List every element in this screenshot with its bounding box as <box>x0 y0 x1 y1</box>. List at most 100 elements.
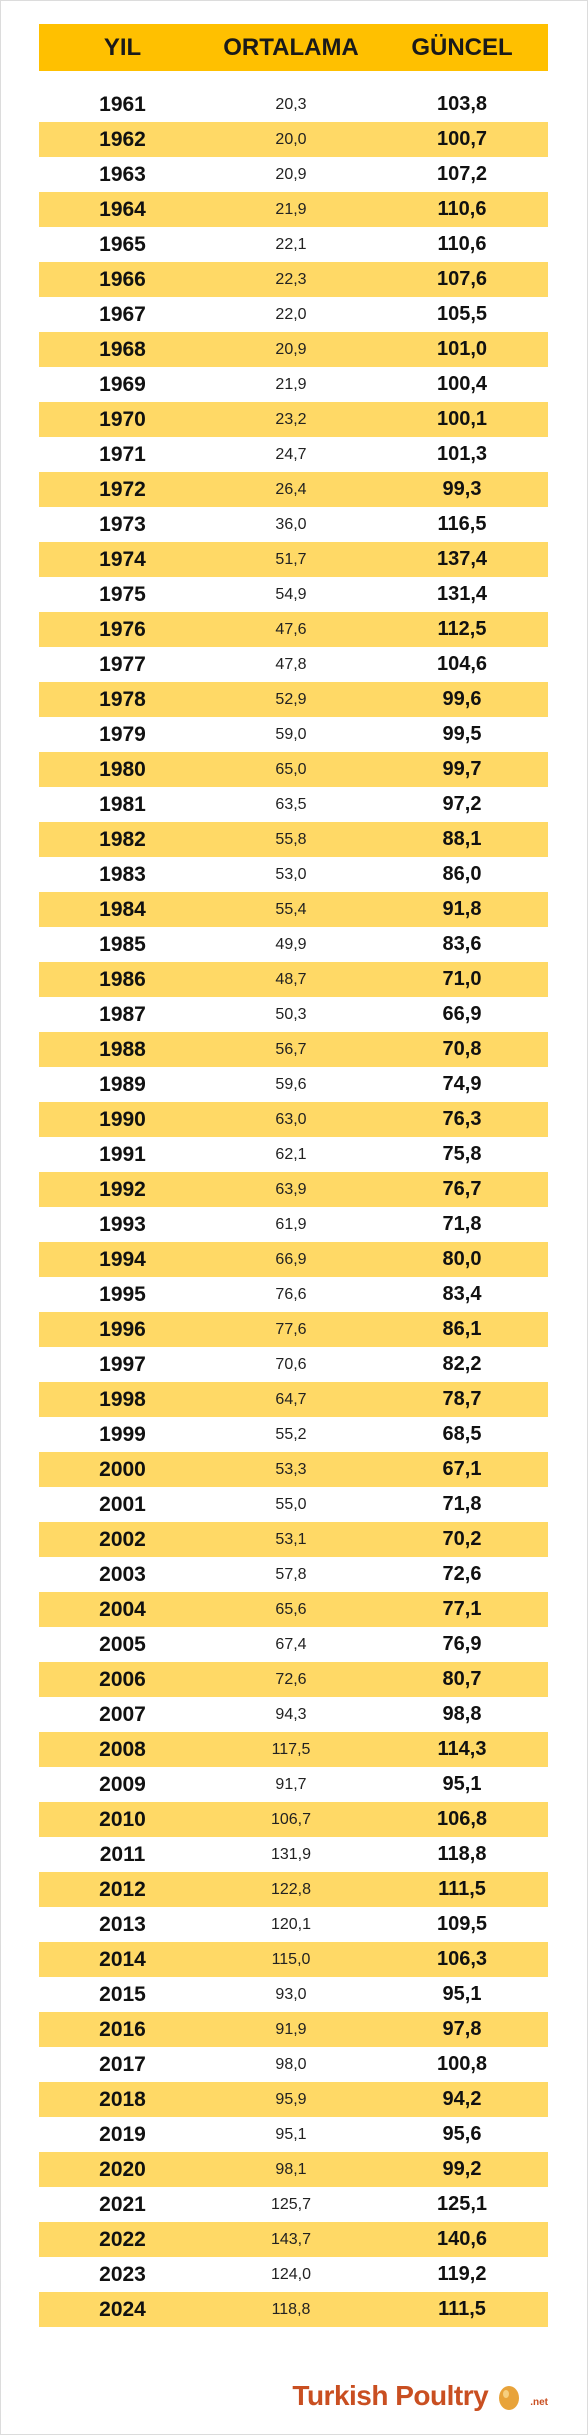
current-cell: 86,0 <box>442 863 482 885</box>
average-cell: 91,9 <box>275 2020 307 2038</box>
year-cell: 1972 <box>99 477 146 501</box>
average-cell: 63,9 <box>275 1180 307 1198</box>
average-cell: 26,4 <box>275 480 307 498</box>
table-row: 1962 20,0 100,7 <box>39 122 548 157</box>
current-cell: 94,2 <box>442 2088 482 2110</box>
current-cell: 66,9 <box>442 1003 482 1025</box>
table-row: 1973 36,0 116,5 <box>39 507 548 542</box>
current-cell: 83,6 <box>442 933 482 955</box>
year-cell: 2002 <box>99 1527 146 1551</box>
logo-suffix: .net <box>530 2397 548 2408</box>
average-cell: 95,1 <box>275 2125 307 2143</box>
year-cell: 2022 <box>99 2227 146 2251</box>
current-cell: 91,8 <box>442 898 482 920</box>
table-row: 2017 98,0 100,8 <box>39 2047 548 2082</box>
year-cell: 2020 <box>99 2157 146 2181</box>
year-cell: 1991 <box>99 1142 146 1166</box>
year-cell: 1965 <box>99 232 146 256</box>
year-cell: 1993 <box>99 1212 146 1236</box>
table-row: 2024 118,8 111,5 <box>39 2292 548 2327</box>
current-cell: 80,7 <box>442 1668 482 1690</box>
average-cell: 72,6 <box>275 1670 307 1688</box>
average-cell: 50,3 <box>275 1005 307 1023</box>
table-row: 1993 61,9 71,8 <box>39 1207 548 1242</box>
current-cell: 70,8 <box>442 1038 482 1060</box>
table-row: 2007 94,3 98,8 <box>39 1697 548 1732</box>
current-cell: 100,1 <box>436 408 488 430</box>
table-row: 2004 65,6 77,1 <box>39 1592 548 1627</box>
year-cell: 1997 <box>99 1352 146 1376</box>
table-row: 1966 22,3 107,6 <box>39 262 548 297</box>
year-cell: 1963 <box>99 162 146 186</box>
table-row: 1984 55,4 91,8 <box>39 892 548 927</box>
year-cell: 1988 <box>99 1037 146 1061</box>
table-row: 1999 55,2 68,5 <box>39 1417 548 1452</box>
average-cell: 117,5 <box>271 1740 311 1758</box>
year-cell: 2014 <box>99 1947 146 1971</box>
table-row: 2006 72,6 80,7 <box>39 1662 548 1697</box>
average-cell: 20,9 <box>275 340 307 358</box>
average-cell: 65,6 <box>275 1600 307 1618</box>
year-cell: 1968 <box>99 337 146 361</box>
average-cell: 93,0 <box>275 1985 307 2003</box>
table-row: 1978 52,9 99,6 <box>39 682 548 717</box>
average-cell: 49,9 <box>275 935 307 953</box>
current-cell: 99,5 <box>442 723 482 745</box>
current-cell: 88,1 <box>442 828 482 850</box>
year-cell: 1961 <box>99 92 146 116</box>
year-cell: 1967 <box>99 302 146 326</box>
table-row: 1976 47,6 112,5 <box>39 612 548 647</box>
current-cell: 78,7 <box>442 1388 482 1410</box>
current-cell: 76,9 <box>442 1633 482 1655</box>
current-cell: 111,5 <box>438 1878 486 1900</box>
average-cell: 20,3 <box>275 95 307 113</box>
average-cell: 55,0 <box>275 1495 307 1513</box>
average-cell: 57,8 <box>275 1565 307 1583</box>
year-cell: 1983 <box>99 862 146 886</box>
average-cell: 55,8 <box>275 830 307 848</box>
current-cell: 98,8 <box>442 1703 482 1725</box>
table-row: 1998 64,7 78,7 <box>39 1382 548 1417</box>
average-cell: 64,7 <box>275 1390 307 1408</box>
table-row: 2001 55,0 71,8 <box>39 1487 548 1522</box>
table-row: 2002 53,1 70,2 <box>39 1522 548 1557</box>
table-row: 1969 21,9 100,4 <box>39 367 548 402</box>
table-row: 2020 98,1 99,2 <box>39 2152 548 2187</box>
table-row: 2008 117,5 114,3 <box>39 1732 548 1767</box>
current-cell: 140,6 <box>436 2228 488 2250</box>
year-cell: 2012 <box>99 1877 146 1901</box>
table-row: 1967 22,0 105,5 <box>39 297 548 332</box>
average-cell: 20,9 <box>275 165 307 183</box>
average-cell: 76,6 <box>275 1285 307 1303</box>
average-cell: 53,0 <box>275 865 307 883</box>
average-cell: 65,0 <box>275 760 307 778</box>
average-cell: 21,9 <box>275 200 307 218</box>
current-cell: 125,1 <box>436 2193 488 2215</box>
table-row: 1982 55,8 88,1 <box>39 822 548 857</box>
table-row: 1987 50,3 66,9 <box>39 997 548 1032</box>
current-cell: 82,2 <box>442 1353 482 1375</box>
current-cell: 97,8 <box>442 2018 482 2040</box>
average-cell: 55,4 <box>275 900 307 918</box>
average-cell: 125,7 <box>270 2195 312 2213</box>
average-cell: 91,7 <box>275 1775 307 1793</box>
average-cell: 52,9 <box>275 690 307 708</box>
current-cell: 105,5 <box>436 303 488 325</box>
header-current: GÜNCEL <box>411 33 513 61</box>
year-cell: 1977 <box>99 652 146 676</box>
current-cell: 99,2 <box>442 2158 482 2180</box>
year-cell: 1989 <box>99 1072 146 1096</box>
average-cell: 77,6 <box>275 1320 307 1338</box>
current-cell: 95,1 <box>442 1773 482 1795</box>
current-cell: 99,3 <box>442 478 482 500</box>
year-cell: 1981 <box>99 792 146 816</box>
average-cell: 22,0 <box>275 305 307 323</box>
current-cell: 71,8 <box>442 1213 482 1235</box>
table-row: 1997 70,6 82,2 <box>39 1347 548 1382</box>
average-cell: 122,8 <box>270 1880 312 1898</box>
average-cell: 106,7 <box>270 1810 312 1828</box>
table-row: 1965 22,1 110,6 <box>39 227 548 262</box>
year-cell: 1994 <box>99 1247 146 1271</box>
current-cell: 109,5 <box>436 1913 488 1935</box>
average-cell: 56,7 <box>275 1040 307 1058</box>
